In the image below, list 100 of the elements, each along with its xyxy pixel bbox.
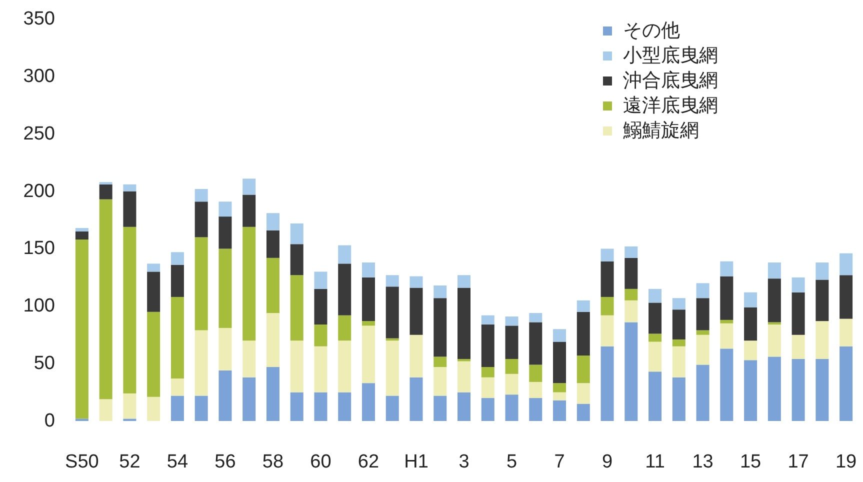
bar xyxy=(290,275,304,341)
bar xyxy=(600,261,614,297)
bar xyxy=(696,330,710,335)
x-tick-label: 56 xyxy=(214,452,236,472)
bar xyxy=(768,322,781,325)
bar xyxy=(792,277,805,292)
bar xyxy=(242,178,256,195)
bar xyxy=(314,288,328,325)
bar xyxy=(672,298,686,310)
bar xyxy=(553,400,566,421)
bar xyxy=(362,262,375,278)
bar xyxy=(505,316,518,326)
bar xyxy=(194,202,208,238)
bar xyxy=(744,360,758,421)
bar xyxy=(99,199,112,400)
bar xyxy=(314,272,328,289)
bar xyxy=(458,361,470,392)
bar xyxy=(576,356,590,384)
bar xyxy=(123,191,136,227)
bar xyxy=(840,318,853,346)
bar xyxy=(194,188,208,202)
y-tick-label: 150 xyxy=(23,238,55,260)
y-tick-label: 200 xyxy=(23,180,55,202)
x-tick-label: 9 xyxy=(602,452,613,472)
bar xyxy=(696,364,710,421)
bar xyxy=(672,310,686,340)
bar xyxy=(576,300,590,312)
bar xyxy=(553,329,566,342)
x-tick-label: 11 xyxy=(645,452,665,472)
bar xyxy=(218,248,232,328)
bar xyxy=(600,346,614,421)
bar xyxy=(768,262,781,279)
bar xyxy=(792,358,805,421)
bar xyxy=(434,298,447,357)
bar xyxy=(266,367,280,421)
bar xyxy=(386,286,399,338)
bar xyxy=(672,377,686,421)
bar xyxy=(672,339,686,346)
y-tick-label: 300 xyxy=(23,66,55,87)
bar xyxy=(314,346,328,392)
bar xyxy=(194,330,208,396)
bar xyxy=(147,272,160,312)
legend-label: 小型底曳網 xyxy=(623,44,718,66)
bar xyxy=(410,334,423,378)
bar xyxy=(529,364,542,382)
bar xyxy=(505,358,518,374)
bar xyxy=(386,340,399,396)
bar xyxy=(481,377,494,398)
bar xyxy=(816,358,829,421)
bar xyxy=(170,296,184,379)
bar xyxy=(434,396,447,421)
bar xyxy=(75,228,88,232)
bar xyxy=(194,237,208,330)
bar xyxy=(576,404,590,421)
legend-label: 鰯鯖旋網 xyxy=(623,120,699,142)
bar xyxy=(768,356,781,421)
bar xyxy=(720,261,734,276)
bar xyxy=(648,288,662,303)
x-tick-label: 7 xyxy=(554,452,565,472)
bar xyxy=(147,312,160,397)
bar xyxy=(194,396,208,421)
bar xyxy=(99,399,112,421)
bar xyxy=(816,262,829,280)
x-tick-label: 5 xyxy=(506,452,518,472)
bar xyxy=(505,394,518,421)
bar xyxy=(481,315,494,325)
bar xyxy=(792,292,805,335)
bar xyxy=(840,346,853,421)
bar xyxy=(266,213,280,230)
bar xyxy=(266,313,280,368)
bar xyxy=(744,340,758,360)
bar xyxy=(600,248,614,262)
bar xyxy=(386,396,399,421)
bar xyxy=(266,258,280,314)
bar xyxy=(218,328,232,370)
bar xyxy=(410,377,423,421)
bar xyxy=(768,278,781,322)
bar xyxy=(242,194,256,227)
bar xyxy=(147,396,160,421)
bar xyxy=(481,367,494,378)
bar xyxy=(696,334,710,365)
bar xyxy=(218,216,232,249)
bar xyxy=(624,246,638,258)
y-tick-label: 100 xyxy=(23,296,55,317)
bar xyxy=(505,374,518,395)
bar xyxy=(458,392,470,421)
bar xyxy=(744,307,758,341)
bar xyxy=(720,320,734,324)
bar xyxy=(410,276,423,288)
bar xyxy=(362,383,375,421)
bar xyxy=(75,240,88,419)
bar xyxy=(170,252,184,265)
x-tick-label: 62 xyxy=(358,452,380,472)
bar xyxy=(242,377,256,421)
bar xyxy=(481,324,494,368)
bar xyxy=(170,264,184,297)
bar xyxy=(840,275,853,319)
bar xyxy=(720,323,734,349)
bar xyxy=(553,392,566,400)
bar xyxy=(290,340,304,392)
